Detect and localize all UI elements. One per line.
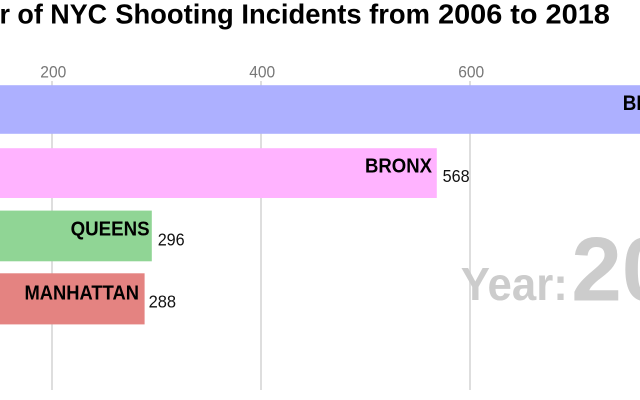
svg-text:QUEENS: QUEENS: [71, 217, 150, 240]
svg-text:2006 to: 2006 to: [438, 0, 537, 30]
svg-text:MANHATTAN: MANHATTAN: [25, 281, 140, 304]
svg-text:BRONX: BRONX: [365, 155, 432, 178]
svg-text:Shooting Incidents from: Shooting Incidents from: [115, 0, 430, 30]
svg-text:Year:: Year:: [461, 258, 568, 310]
svg-text:568: 568: [443, 166, 470, 186]
svg-text:2018: 2018: [546, 0, 610, 30]
svg-text:BROOKLYN: BROOKLYN: [623, 91, 640, 115]
svg-text:296: 296: [158, 230, 185, 250]
svg-text:200: 200: [40, 63, 66, 82]
svg-text:600: 600: [458, 63, 484, 82]
svg-text:400: 400: [249, 63, 275, 82]
svg-text:2006: 2006: [571, 220, 640, 321]
svg-text:Number of NYC: Number of NYC: [0, 0, 107, 30]
svg-text:288: 288: [149, 292, 177, 312]
